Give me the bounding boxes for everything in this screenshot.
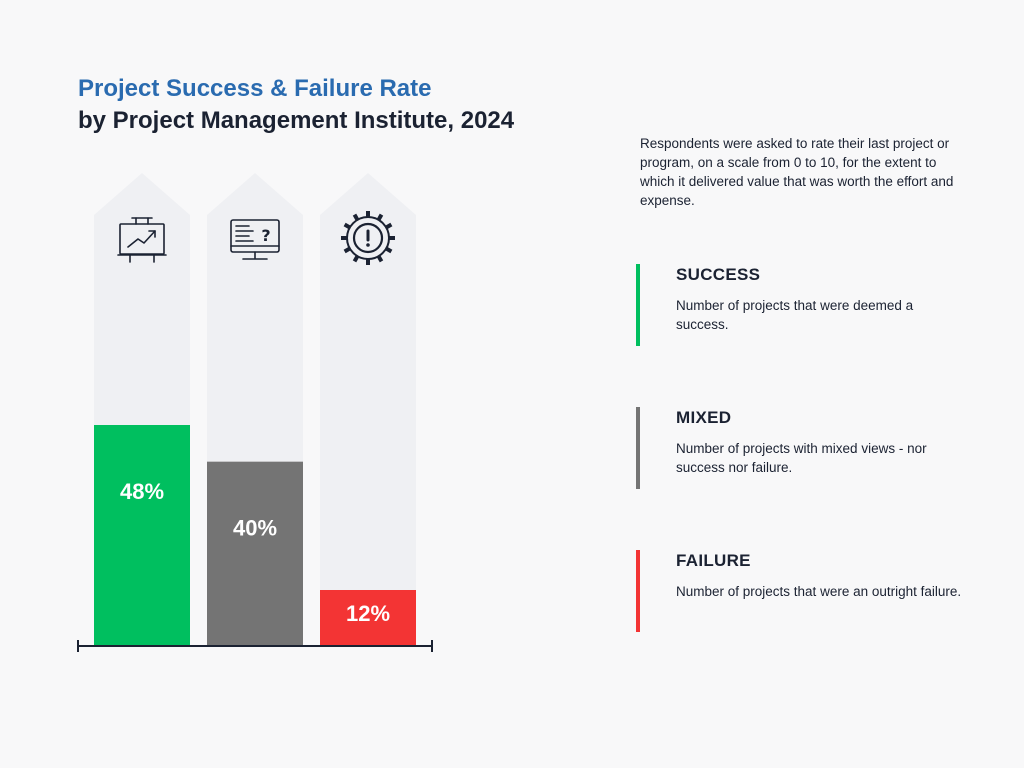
bar-success (94, 425, 190, 645)
legend-text-mixed: Number of projects with mixed views - no… (676, 441, 927, 475)
bar-group-failure: 12% (320, 173, 416, 645)
bar-failure (320, 590, 416, 645)
question-mark-icon: ? (261, 226, 270, 245)
bar-value-label-mixed: 40% (233, 516, 277, 541)
bar-group-mixed: 40%? (207, 173, 303, 645)
legend-color-bar-success (636, 264, 640, 346)
legend-color-bar-failure (636, 550, 640, 632)
bar-group-success: 48% (94, 173, 190, 645)
bar-value-label-failure: 12% (346, 601, 390, 626)
monitor-question-icon: ? (230, 219, 280, 260)
bar-chart: 48% 40%? 12% (77, 173, 433, 652)
legend-title-success: SUCCESS (676, 265, 761, 284)
bar-columns: 48% 40%? 12% (94, 173, 416, 645)
legend-text-failure: Number of projects that were an outright… (676, 584, 962, 599)
legend-text-success: Number of projects that were deemed a su… (676, 298, 914, 332)
alert-dot (366, 243, 370, 247)
presentation-board-icon (117, 217, 167, 263)
legend-item-success: SUCCESS Number of projects that were dee… (636, 264, 966, 346)
legend-item-mixed: MIXED Number of projects with mixed view… (636, 407, 966, 489)
bar-background-arrow (320, 173, 416, 645)
x-axis (77, 640, 433, 652)
legend-color-bar-mixed (636, 407, 640, 489)
legend-item-failure: FAILURE Number of projects that were an … (636, 550, 966, 632)
chart-title: Project Success & Failure Rate (78, 75, 432, 102)
chart-description: Respondents were asked to rate their las… (640, 136, 954, 208)
gear-alert-icon (341, 211, 395, 265)
legend-title-mixed: MIXED (676, 408, 732, 427)
bar-mixed (207, 461, 303, 645)
bar-value-label-success: 48% (120, 479, 164, 504)
chart-subtitle: by Project Management Institute, 2024 (78, 107, 515, 134)
legend-title-failure: FAILURE (676, 551, 751, 570)
title-block: Project Success & Failure Rate by Projec… (78, 74, 514, 138)
